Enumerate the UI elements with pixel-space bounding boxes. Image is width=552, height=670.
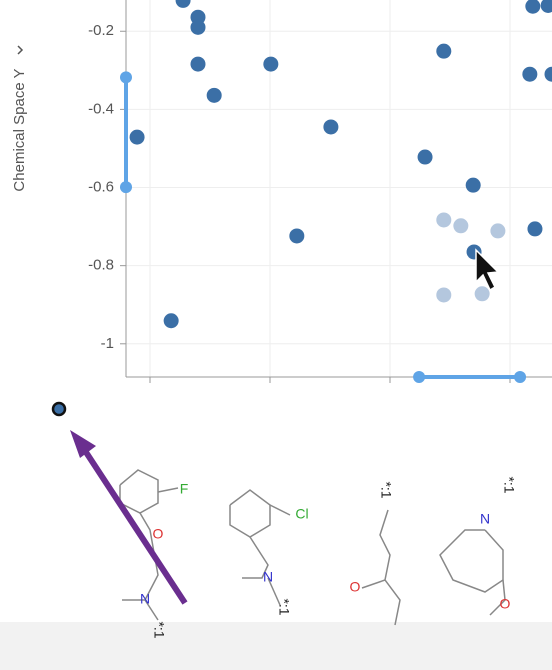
point	[474, 286, 490, 302]
point	[540, 0, 552, 13]
atom-label: *:1	[501, 476, 517, 493]
atom-label: *:1	[276, 598, 292, 615]
atom-label: O	[350, 579, 361, 595]
arrow-head	[70, 430, 96, 458]
y-tick-label: -0.6	[88, 178, 114, 195]
atom-label: Cl	[295, 506, 308, 522]
cursor	[475, 248, 500, 292]
y-tick-label: -1	[101, 335, 114, 352]
atom-label: F	[180, 481, 189, 497]
atom-label: *:1	[378, 481, 394, 498]
footer	[0, 622, 552, 670]
atom-label: O	[153, 526, 164, 542]
point	[206, 87, 222, 103]
point	[544, 66, 552, 82]
point	[190, 19, 206, 35]
y-tick-label: -0.2	[88, 22, 114, 39]
annotation-arrow	[75, 438, 188, 605]
molecules	[119, 469, 506, 626]
x-brush-handle	[413, 371, 426, 383]
point	[417, 149, 433, 165]
atom-label: O	[500, 596, 511, 612]
point	[436, 287, 452, 303]
point	[465, 177, 481, 193]
point	[527, 221, 543, 237]
x-brush-handle	[514, 371, 527, 383]
y-brush-handle	[120, 181, 132, 194]
point	[525, 0, 541, 14]
point	[129, 129, 145, 145]
point	[436, 43, 452, 59]
y-tick-label: -0.8	[88, 257, 114, 274]
y-axis-label: Chemical Space Y	[11, 68, 28, 191]
point	[490, 223, 506, 239]
point	[163, 313, 179, 329]
point	[263, 56, 279, 72]
plot: -0.2 -0.4 -0.6 -0.8 -1	[88, 0, 552, 383]
chevron	[17, 45, 24, 55]
y-tick-label: -0.4	[88, 100, 114, 117]
atom-label: *:1	[151, 621, 167, 638]
atom-label: N	[480, 511, 490, 527]
atom-label: N	[263, 569, 273, 585]
point	[436, 212, 452, 228]
atom-label: N	[140, 591, 150, 607]
point	[323, 119, 339, 135]
y-brush-handle	[120, 71, 132, 84]
point	[453, 218, 469, 234]
point	[175, 0, 191, 8]
point	[522, 66, 538, 82]
point	[289, 228, 305, 244]
point	[190, 56, 206, 72]
legend-dot	[51, 401, 67, 417]
